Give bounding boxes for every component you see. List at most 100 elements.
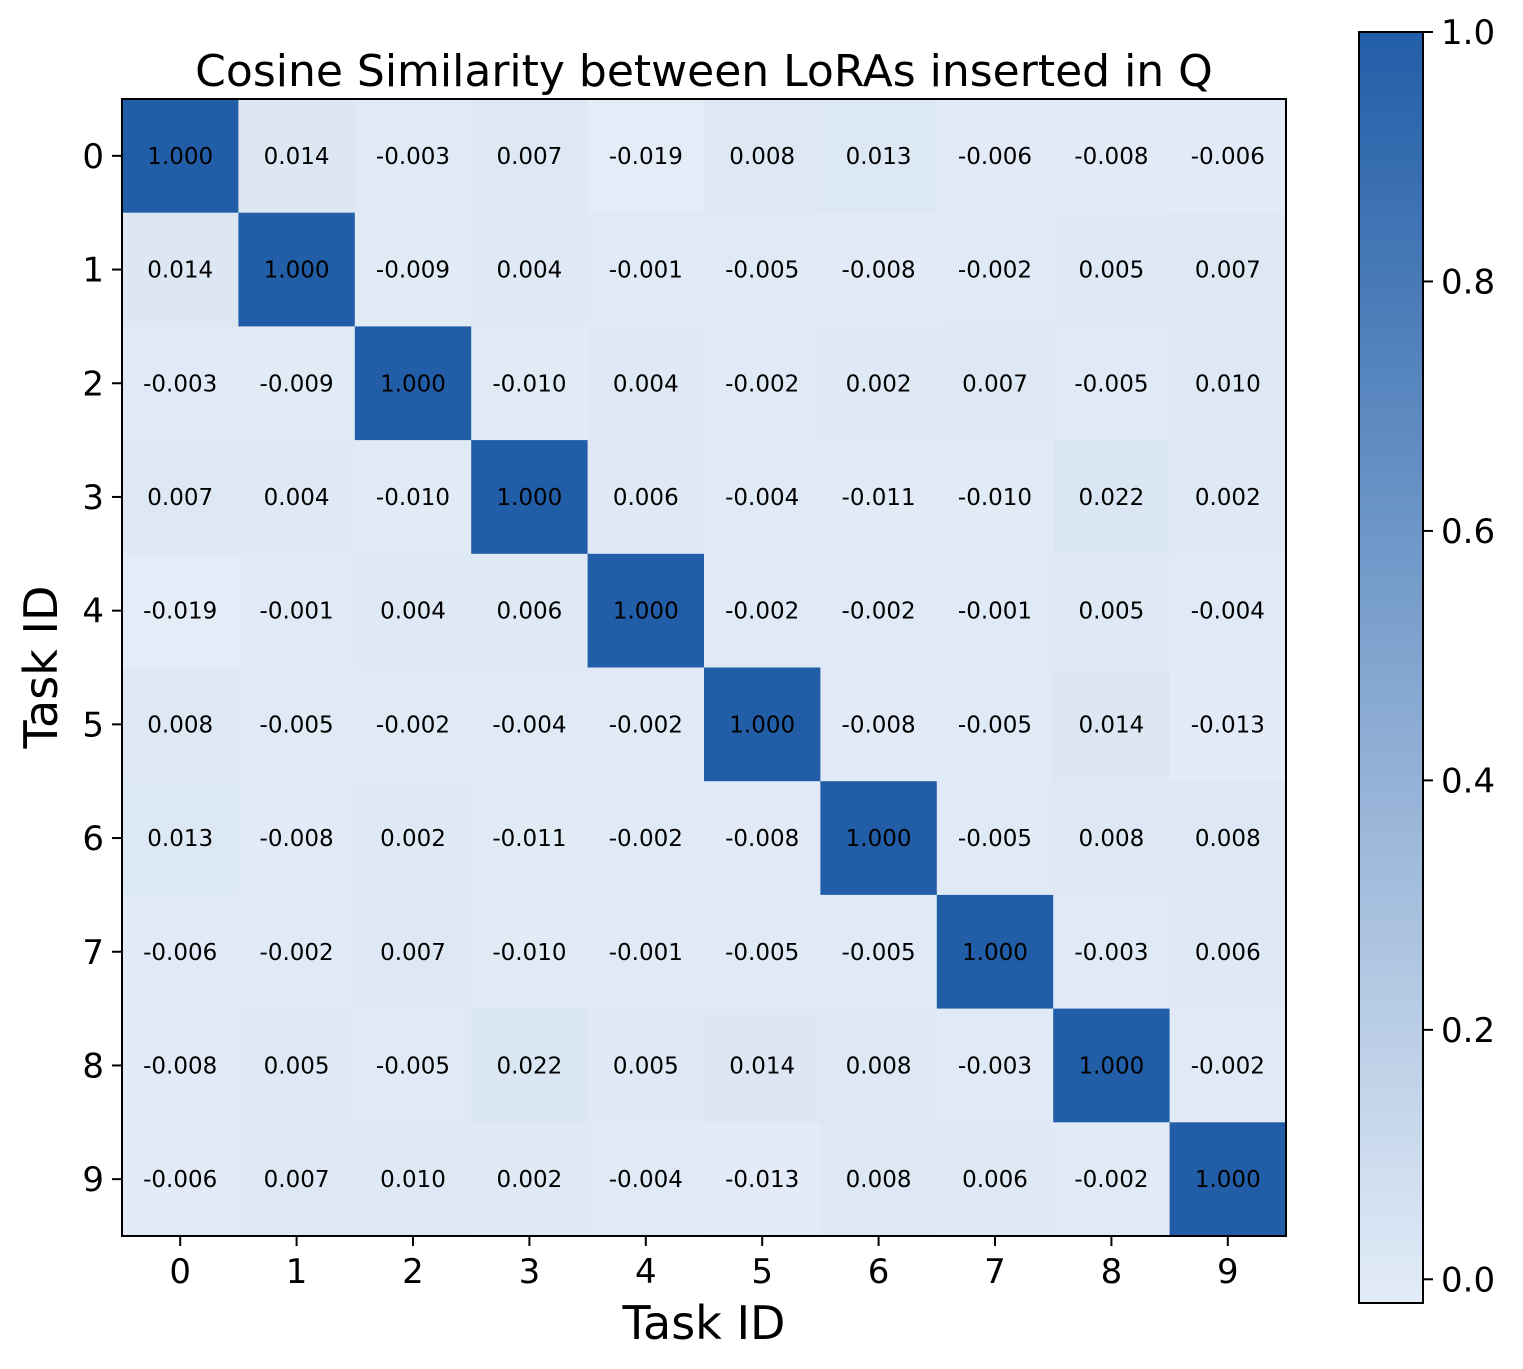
heatmap-cell-3-6 bbox=[820, 440, 938, 555]
x-axis-ticks: 0 1 2 3 4 5 6 7 8 9 bbox=[169, 1236, 1239, 1292]
heatmap-cell-1-2 bbox=[354, 212, 472, 327]
cell-value-4-9: -0.004 bbox=[1191, 599, 1265, 625]
cell-value-4-3: 0.006 bbox=[496, 599, 562, 625]
x-tick-label-8: 8 bbox=[1101, 1252, 1123, 1292]
cell-value-4-6: -0.002 bbox=[842, 599, 916, 625]
cell-value-2-9: 0.010 bbox=[1195, 371, 1261, 397]
heatmap-cell-4-2 bbox=[354, 553, 472, 668]
cell-value-5-5: 1.000 bbox=[729, 712, 795, 738]
heatmap-cell-6-2 bbox=[354, 781, 472, 896]
heatmap-cell-6-7 bbox=[936, 781, 1054, 896]
y-tick-label-5: 5 bbox=[82, 705, 104, 745]
heatmap-cell-4-6 bbox=[820, 553, 938, 668]
heatmap-cell-2-6 bbox=[820, 326, 938, 441]
chart-title: Cosine Similarity between LoRAs inserted… bbox=[195, 46, 1213, 97]
y-tick-label-7: 7 bbox=[82, 933, 104, 973]
cell-value-6-2: 0.002 bbox=[380, 826, 446, 852]
heatmap-cell-4-4 bbox=[587, 553, 705, 668]
heatmap-cell-8-0 bbox=[122, 1008, 239, 1123]
heatmap-cell-0-3 bbox=[471, 99, 589, 214]
heatmap-cell-4-3 bbox=[471, 553, 589, 668]
heatmap-cell-4-5 bbox=[704, 553, 821, 668]
y-axis-label: Task ID bbox=[14, 586, 68, 750]
cell-value-6-8: 0.008 bbox=[1078, 826, 1144, 852]
cell-value-2-2: 1.000 bbox=[380, 371, 446, 397]
heatmap-cell-4-8 bbox=[1053, 553, 1171, 668]
cell-value-1-4: -0.001 bbox=[609, 258, 683, 284]
cell-value-7-3: -0.010 bbox=[492, 940, 566, 966]
heatmap-cell-1-5 bbox=[704, 212, 821, 327]
cell-value-9-7: 0.006 bbox=[962, 1167, 1028, 1193]
cell-value-7-2: 0.007 bbox=[380, 940, 446, 966]
heatmap-cell-6-1 bbox=[238, 781, 356, 896]
colorbar-tick-label-4: 0.8 bbox=[1441, 262, 1495, 302]
cell-value-4-1: -0.001 bbox=[260, 599, 334, 625]
cell-value-9-1: 0.007 bbox=[264, 1167, 330, 1193]
heatmap-cell-0-2 bbox=[354, 99, 472, 214]
x-tick-label-0: 0 bbox=[169, 1252, 191, 1292]
cell-value-7-6: -0.005 bbox=[842, 940, 916, 966]
heatmap-cell-3-4 bbox=[587, 440, 705, 555]
cell-value-9-3: 0.002 bbox=[496, 1167, 562, 1193]
cell-value-0-4: -0.019 bbox=[609, 144, 683, 170]
colorbar-tick-label-1: 0.2 bbox=[1441, 1011, 1495, 1051]
cell-value-8-8: 1.000 bbox=[1078, 1053, 1144, 1079]
heatmap-cell-8-2 bbox=[354, 1008, 472, 1123]
heatmap-cell-6-9 bbox=[1169, 781, 1287, 896]
cell-value-9-8: -0.002 bbox=[1074, 1167, 1148, 1193]
heatmap-cell-7-8 bbox=[1053, 894, 1171, 1010]
cell-value-3-3: 1.000 bbox=[496, 485, 562, 511]
heatmap-cell-5-8 bbox=[1053, 667, 1171, 782]
cell-value-4-5: -0.002 bbox=[725, 599, 799, 625]
heatmap-cell-8-8 bbox=[1053, 1008, 1171, 1123]
heatmap-cell-7-3 bbox=[471, 894, 589, 1010]
cell-value-9-5: -0.013 bbox=[725, 1167, 799, 1193]
cell-value-8-5: 0.014 bbox=[729, 1053, 795, 1079]
colorbar-tick-label-3: 0.6 bbox=[1441, 512, 1495, 552]
cell-value-8-4: 0.005 bbox=[613, 1053, 679, 1079]
heatmap-cell-7-6 bbox=[820, 894, 938, 1010]
cell-value-5-1: -0.005 bbox=[260, 712, 334, 738]
heatmap-cell-8-7 bbox=[936, 1008, 1054, 1123]
x-tick-label-3: 3 bbox=[519, 1252, 541, 1292]
cell-value-6-9: 0.008 bbox=[1195, 826, 1261, 852]
heatmap-cell-9-9 bbox=[1169, 1122, 1287, 1237]
plot-frame bbox=[121, 98, 1287, 1237]
heatmap-cell-5-2 bbox=[354, 667, 472, 782]
heatmap-cell-5-4 bbox=[587, 667, 705, 782]
heatmap-cell-2-5 bbox=[704, 326, 821, 441]
cell-value-5-9: -0.013 bbox=[1191, 712, 1265, 738]
heatmap-cell-6-0 bbox=[122, 781, 239, 896]
cell-value-0-2: -0.003 bbox=[376, 144, 450, 170]
cell-value-5-3: -0.004 bbox=[492, 712, 566, 738]
heatmap-cell-0-6 bbox=[820, 99, 938, 214]
heatmap-cell-labels: 1.000 0.014 -0.003 0.007 -0.019 0.008 0.013 -0.… bbox=[143, 144, 1265, 1193]
heatmap-cell-0-7 bbox=[936, 99, 1054, 214]
heatmap-cell-1-4 bbox=[587, 212, 705, 327]
cell-value-3-0: 0.007 bbox=[147, 485, 213, 511]
heatmap-cell-3-9 bbox=[1169, 440, 1287, 555]
heatmap-cell-3-5 bbox=[704, 440, 821, 555]
cell-value-6-7: -0.005 bbox=[958, 826, 1032, 852]
y-tick-label-6: 6 bbox=[82, 819, 104, 859]
heatmap-cell-6-3 bbox=[471, 781, 589, 896]
heatmap-cell-5-0 bbox=[122, 667, 239, 782]
heatmap-cell-7-1 bbox=[238, 894, 356, 1010]
cell-value-2-1: -0.009 bbox=[260, 371, 334, 397]
heatmap-cell-5-9 bbox=[1169, 667, 1287, 782]
heatmap-cell-9-7 bbox=[936, 1122, 1054, 1237]
heatmap-cell-2-0 bbox=[122, 326, 239, 441]
cell-value-9-9: 1.000 bbox=[1195, 1167, 1261, 1193]
heatmap-cell-6-6 bbox=[820, 781, 938, 896]
cell-value-6-1: -0.008 bbox=[260, 826, 334, 852]
heatmap-cell-9-4 bbox=[587, 1122, 705, 1237]
heatmap-cell-7-0 bbox=[122, 894, 239, 1010]
colorbar-ticks: 0.0 0.2 0.4 0.6 0.8 1.0 bbox=[1423, 13, 1495, 1300]
heatmap-cell-2-7 bbox=[936, 326, 1054, 441]
y-axis-ticks: 0 1 2 3 4 5 6 7 8 9 bbox=[82, 137, 122, 1200]
cell-value-6-4: -0.002 bbox=[609, 826, 683, 852]
cell-value-3-2: -0.010 bbox=[376, 485, 450, 511]
heatmap-cell-8-4 bbox=[587, 1008, 705, 1123]
x-axis-label: Task ID bbox=[622, 1296, 786, 1350]
cell-value-1-5: -0.005 bbox=[725, 258, 799, 284]
